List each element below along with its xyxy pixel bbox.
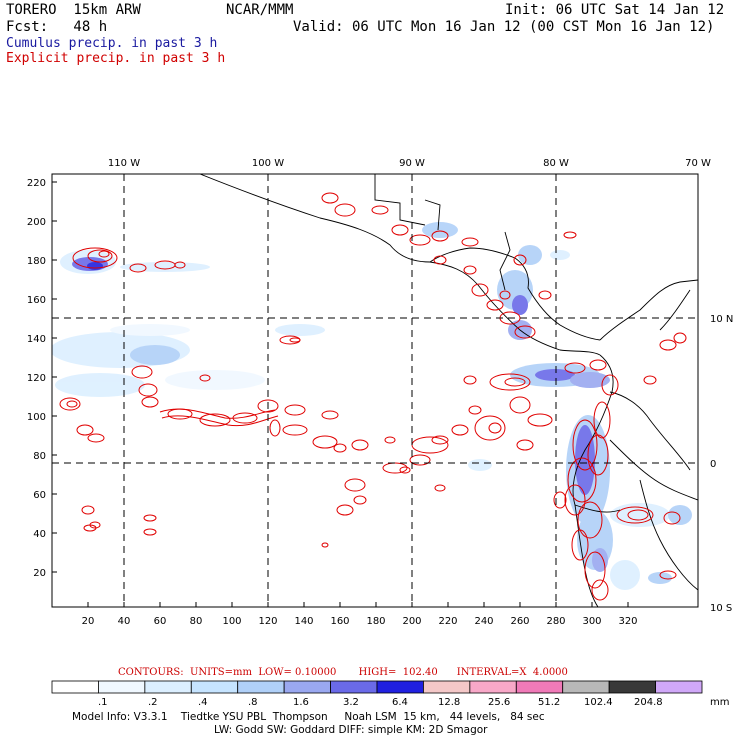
lon-label-110w: 110 W	[108, 158, 140, 169]
y-tick-220: 220	[27, 178, 46, 189]
legend-label-25.6: 25.6	[488, 697, 511, 708]
legend-swatch-5	[283, 680, 331, 694]
explicit-field-label: Explicit precip. in past 3 h	[6, 51, 226, 66]
valid-time: Valid: 06 UTC Mon 16 Jan 12 (00 CST Mon …	[293, 19, 715, 35]
x-tick-320: 320	[618, 616, 637, 627]
legend-label-6.4: 6.4	[392, 697, 408, 708]
lat-label-10n: 10 N	[710, 314, 733, 325]
y-tick-40: 40	[33, 529, 46, 540]
y-tick-20: 20	[33, 568, 46, 579]
lon-label-90w: 90 W	[399, 158, 425, 169]
x-tick-80: 80	[190, 616, 203, 627]
y-tick-60: 60	[33, 490, 46, 501]
x-tick-200: 200	[402, 616, 421, 627]
legend-swatch-1	[98, 680, 146, 694]
legend-swatch-4	[237, 680, 285, 694]
legend-label-51.2: 51.2	[538, 697, 561, 708]
coastlines	[199, 174, 698, 607]
lon-label-70w: 70 W	[685, 158, 711, 169]
x-tick-100: 100	[222, 616, 241, 627]
map-content	[52, 174, 698, 607]
x-tick-280: 280	[546, 616, 565, 627]
lat-label-10s: 10 S	[710, 603, 732, 614]
legend-swatch-7	[376, 680, 424, 694]
legend-unit: mm	[710, 697, 730, 708]
x-tick-160: 160	[330, 616, 349, 627]
legend-label-12.8: 12.8	[438, 697, 461, 708]
x-tick-120: 120	[258, 616, 277, 627]
init-time: Init: 06 UTC Sat 14 Jan 12	[505, 2, 725, 18]
y-tick-80: 80	[33, 451, 46, 462]
y-tick-120: 120	[27, 373, 46, 384]
contour-info: CONTOURS: UNITS=mm LOW= 0.10000 HIGH= 10…	[118, 667, 568, 678]
x-tick-220: 220	[438, 616, 457, 627]
legend-swatch-0	[51, 680, 99, 694]
y-axis-ticks: 20 40 60 80 100 120 140 160 180 200 220	[27, 178, 57, 579]
x-tick-300: 300	[582, 616, 601, 627]
x-tick-40: 40	[118, 616, 131, 627]
legend-label-0.4: .4	[198, 697, 208, 708]
y-tick-140: 140	[27, 334, 46, 345]
x-tick-260: 260	[510, 616, 529, 627]
model-title: TORERO 15km ARW	[6, 2, 141, 18]
model-info-line2: LW: Godd SW: Goddard DIFF: simple KM: 2D…	[214, 724, 488, 736]
legend-label-0.2: .2	[148, 697, 158, 708]
y-tick-200: 200	[27, 217, 46, 228]
legend-swatch-10	[515, 680, 564, 694]
legend-swatch-8	[423, 680, 471, 694]
model-info-line1: Model Info: V3.3.1 Tiedtke YSU PBL Thomp…	[72, 711, 545, 723]
lon-label-100w: 100 W	[252, 158, 284, 169]
legend-swatch-3	[190, 680, 239, 694]
legend-label-0.8: .8	[248, 697, 258, 708]
y-tick-160: 160	[27, 295, 46, 306]
x-axis-ticks: 20 40 60 80 100 120 140 160 180 200 220 …	[82, 602, 638, 627]
x-tick-180: 180	[366, 616, 385, 627]
legend-swatch-9	[469, 680, 517, 694]
organization-label: NCAR/MMM	[226, 2, 294, 18]
legend-label-204.8: 204.8	[634, 697, 663, 708]
x-tick-140: 140	[294, 616, 313, 627]
lat-lon-grid	[52, 174, 698, 607]
legend-swatch-12	[608, 680, 656, 694]
legend-label-1.6: 1.6	[293, 697, 309, 708]
legend-swatch-11	[562, 680, 610, 694]
y-tick-100: 100	[27, 412, 46, 423]
lat-label-0: 0	[710, 459, 716, 470]
x-tick-20: 20	[82, 616, 95, 627]
legend-swatch-6	[330, 680, 378, 694]
legend-swatch-2	[144, 680, 192, 694]
legend-swatch-13	[655, 680, 703, 694]
color-legend	[51, 680, 703, 694]
cumulus-field-label: Cumulus precip. in past 3 h	[6, 36, 218, 51]
forecast-hour: Fcst: 48 h	[6, 19, 108, 35]
x-tick-240: 240	[474, 616, 493, 627]
x-tick-60: 60	[154, 616, 167, 627]
explicit-precip-contours	[59, 192, 687, 601]
legend-label-3.2: 3.2	[343, 697, 359, 708]
legend-label-0.1: .1	[98, 697, 108, 708]
lon-label-80w: 80 W	[543, 158, 569, 169]
y-tick-180: 180	[27, 256, 46, 267]
map-frame	[51, 173, 699, 608]
legend-label-102.4: 102.4	[584, 697, 613, 708]
